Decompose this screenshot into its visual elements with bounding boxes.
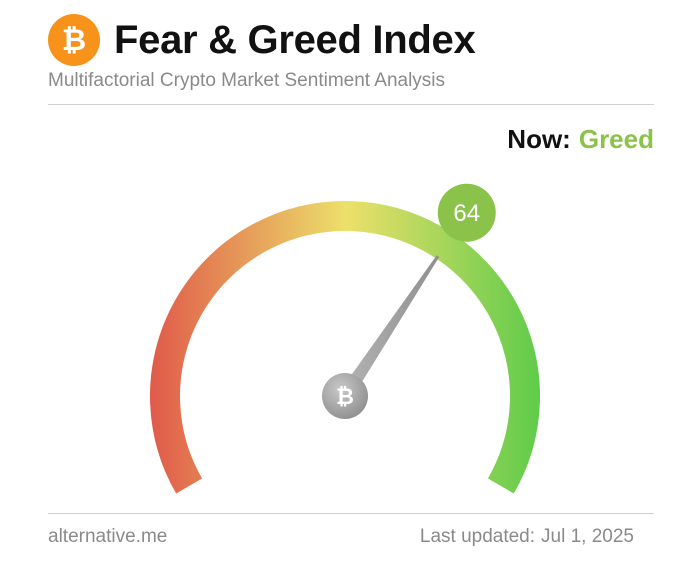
logo-glyph: ₿ [61,22,87,58]
last-updated: Last updated: Jul 1, 2025 [420,526,634,548]
current-sentiment: Now: Greed [507,124,654,155]
last-updated-label: Last updated: [419,526,536,547]
gauge-needle [339,255,440,400]
now-label: Now: [507,124,571,154]
bitcoin-icon: ₿ [48,14,100,66]
page-title: Fear & Greed Index [114,17,476,62]
gauge-value: 64 [453,200,480,227]
gauge-arc [150,201,540,494]
source-link[interactable]: alternative.me [48,526,168,547]
footer-divider [48,513,654,514]
header: ₿ Fear & Greed Index [48,14,476,66]
sentiment-state: Greed [578,124,654,154]
gauge-hub [322,373,368,419]
value-badge [437,183,496,242]
bitcoin-icon: ₿ [336,385,354,410]
header-divider [48,104,654,105]
last-updated-date: Jul 1, 2025 [541,526,634,547]
page-subtitle: Multifactorial Crypto Market Sentiment A… [48,70,446,91]
